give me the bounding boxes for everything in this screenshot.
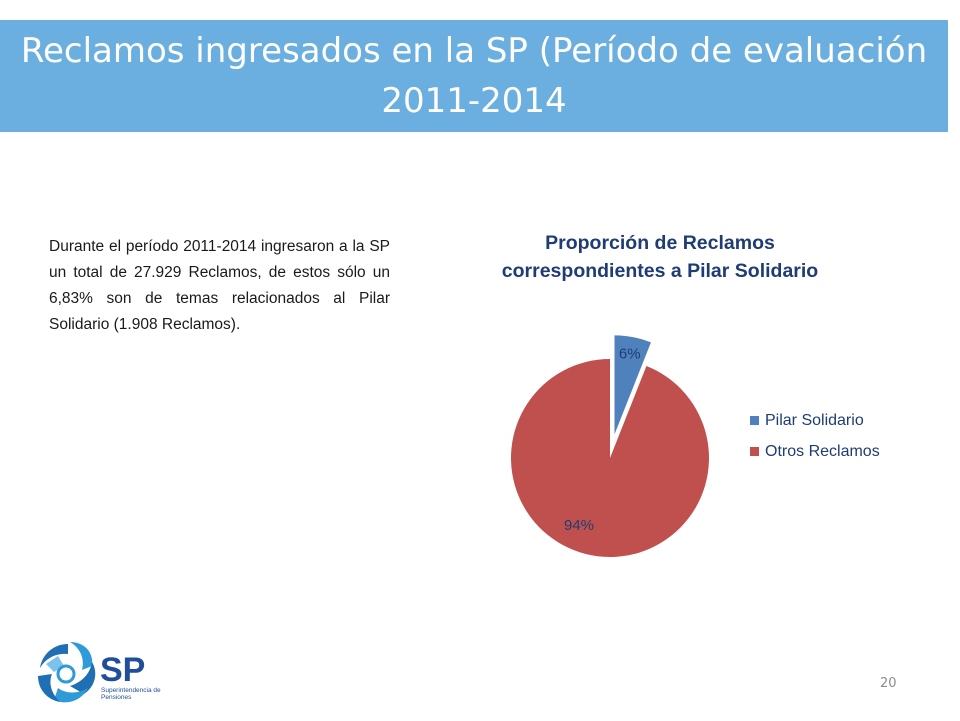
data-label-otros-reclamos: 94% (564, 517, 594, 534)
legend-label-pilar-solidario: Pilar Solidario (765, 412, 864, 429)
data-label-pilar-solidario: 6% (619, 346, 641, 363)
chart-legend: Pilar Solidario Otros Reclamos (750, 412, 880, 460)
pie-slice-otros-reclamos (511, 359, 709, 557)
logo-text: SP (100, 651, 145, 689)
legend-swatch-pilar-solidario (750, 416, 759, 425)
pie-slices (511, 335, 709, 557)
logo-subtitle-line2: Pensiones (101, 694, 132, 701)
title-banner: Reclamos ingresados en la SP (Período de… (0, 20, 948, 132)
legend-swatch-otros-reclamos (750, 447, 759, 456)
chart-title: Proporción de Reclamos correspondientes … (501, 232, 819, 282)
pie-data-labels: 6% 94% (564, 346, 641, 534)
legend-label-otros-reclamos: Otros Reclamos (765, 443, 880, 460)
pie-slice-pilar-solidario (614, 335, 651, 435)
slide-title: Reclamos ingresados en la SP (Período de… (20, 31, 928, 121)
logo-emblem-icon (38, 642, 96, 703)
logo-subtitle-line1: Superintendencia de (101, 687, 161, 694)
page-number: 20 (880, 676, 897, 691)
sp-logo: SP Superintendencia de Pensiones (30, 636, 190, 721)
summary-paragraph: Durante el período 2011-2014 ingresaron … (49, 237, 390, 333)
